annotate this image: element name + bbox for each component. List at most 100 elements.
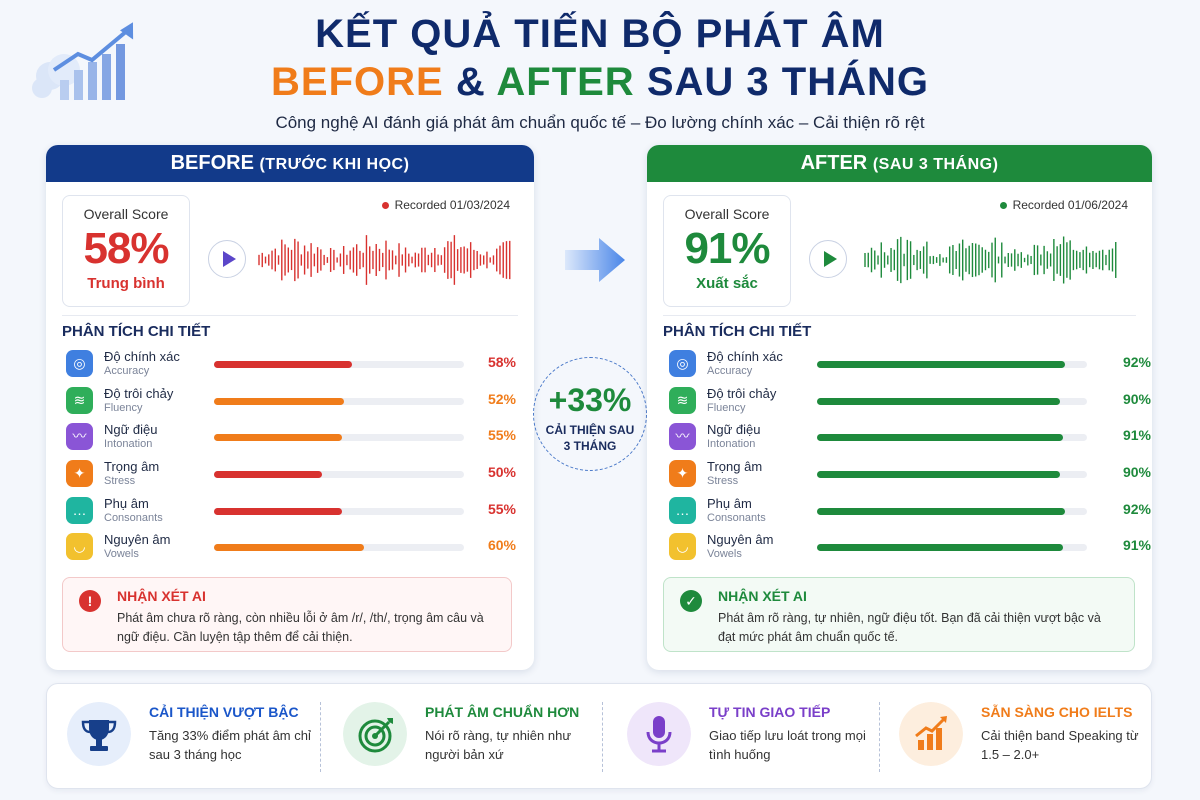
metric-name-en: Stress (104, 475, 136, 488)
metric-value: 50% (487, 464, 516, 481)
metric-progress-track (214, 361, 464, 368)
comment-text: Phát âm chưa rõ ràng, còn nhiều lỗi ở âm… (117, 611, 484, 644)
metric-name: Độ chính xác (707, 349, 783, 364)
metrics-list: ◎ Độ chính xác Accuracy 92% ≋ Độ trôi chảy Flu… (669, 348, 1151, 568)
improvement-label: CẢI THIỆN SAU 3 THÁNG (545, 423, 635, 453)
score-label: Overall Score (684, 206, 770, 222)
improvement-value: +33% (548, 382, 632, 418)
warning-icon: ! (79, 590, 101, 612)
before-header-main: BEFORE (170, 152, 254, 174)
before-panel-header: BEFORE (TRƯỚC KHI HỌC) (46, 145, 534, 182)
benefit-text: Cải thiện band Speaking từ 1.5 – 2.0+ (981, 728, 1139, 762)
metric-row: ◎ Độ chính xác Accuracy 92% (669, 348, 1151, 385)
ai-comment: ! NHẬN XÉT AI Phát âm chưa rõ ràng, còn … (62, 577, 512, 652)
divider (663, 315, 1136, 316)
after-panel-header: AFTER (SAU 3 THÁNG) (647, 145, 1152, 182)
metric-name: Phụ âm (707, 495, 752, 511)
metric-progress-fill (817, 361, 1066, 368)
metric-progress-fill (817, 471, 1060, 479)
metric-progress-track (817, 361, 1087, 368)
target-icon: ◎ (66, 350, 93, 377)
score-value: 58% (83, 224, 169, 273)
metric-name: Độ trôi chảy (104, 385, 174, 401)
growth-chart-decoration (32, 22, 134, 100)
before-panel: BEFORE (TRƯỚC KHI HỌC) Overall Score 58%… (46, 145, 534, 670)
target-icon (343, 702, 407, 766)
metric-value: 91% (1122, 537, 1151, 554)
metric-progress-fill (214, 397, 344, 405)
metric-name-en: Vowels (707, 548, 742, 561)
before-score-card: Overall Score 58% Trung bình (62, 195, 190, 307)
metric-name-en: Accuracy (707, 365, 753, 377)
analysis-title: PHÂN TÍCH CHI TIẾT (62, 323, 211, 340)
metric-progress-track (817, 507, 1087, 515)
recorded-date: Recorded 01/03/2024 (381, 198, 510, 212)
metric-value: 90% (1122, 464, 1151, 481)
metric-name-en: Stress (707, 475, 739, 488)
metric-name: Nguyên âm (707, 532, 774, 548)
metric-progress-track (214, 434, 464, 442)
arrow-right-icon (565, 238, 625, 282)
mouth-icon: ◡ (669, 533, 696, 561)
metric-progress-track (817, 544, 1087, 552)
metric-progress-track (817, 397, 1087, 405)
metric-name-en: Intonation (707, 438, 756, 451)
audio-waveform[interactable] (857, 230, 1127, 290)
metric-row: ◡ Nguyên âm Vowels 60% (66, 531, 516, 568)
benefit-item: TỰ TIN GIAO TIẾP Giao tiếp lưu loát tron… (613, 684, 883, 790)
stress-icon: ✦ (669, 460, 696, 488)
benefit-title: PHÁT ÂM CHUẨN HƠN (425, 704, 580, 720)
metric-value: 60% (487, 537, 516, 554)
benefit-item: PHÁT ÂM CHUẨN HƠN Nói rõ ràng, tự nhiên … (329, 684, 599, 790)
metric-row: 〰 Ngữ điệu Intonation 91% (669, 421, 1151, 458)
metric-progress-track (214, 471, 464, 479)
metric-progress-fill (214, 544, 364, 552)
metric-name-en: Accuracy (104, 365, 150, 377)
comment-title: NHẬN XÉT AI (117, 588, 206, 604)
metric-progress-track (214, 544, 464, 552)
metric-name: Phụ âm (104, 495, 149, 511)
chat-icon: … (66, 496, 93, 524)
metric-name: Độ chính xác (104, 349, 180, 364)
title-after: AFTER (496, 60, 635, 104)
play-button[interactable] (809, 240, 847, 278)
metric-name: Trọng âm (104, 459, 160, 475)
play-button[interactable] (208, 240, 246, 278)
metric-row: ≋ Độ trôi chảy Fluency 52% (66, 385, 516, 422)
before-header-sub: (TRƯỚC KHI HỌC) (259, 156, 410, 173)
after-header-sub: (SAU 3 THÁNG) (872, 156, 999, 173)
metric-progress-fill (214, 507, 342, 515)
metric-row: ✦ Trọng âm Stress 50% (66, 458, 516, 495)
metric-name: Nguyên âm (104, 532, 171, 548)
metric-row: ≋ Độ trôi chảy Fluency 90% (669, 385, 1151, 422)
divider (62, 315, 518, 316)
benefit-text: Nói rõ ràng, tự nhiên như người bản xứ (425, 728, 572, 762)
metric-value: 91% (1122, 427, 1151, 444)
separator (879, 702, 880, 772)
metric-name-en: Fluency (707, 401, 746, 414)
metric-progress-fill (817, 397, 1060, 405)
metric-name-en: Vowels (104, 548, 139, 561)
after-panel: AFTER (SAU 3 THÁNG) Overall Score 91% Xu… (647, 145, 1152, 670)
title-before: BEFORE (271, 60, 444, 104)
page-subtitle: Công nghệ AI đánh giá phát âm chuẩn quốc… (275, 113, 925, 132)
metric-name: Ngữ điệu (707, 422, 761, 438)
recorded-date: Recorded 01/06/2024 (999, 198, 1128, 212)
benefit-title: CẢI THIỆN VƯỢT BẬC (149, 704, 299, 720)
metric-value: 92% (1122, 500, 1151, 517)
growth-chart-icon (899, 702, 963, 766)
benefits-bar: CẢI THIỆN VƯỢT BẬC Tăng 33% điểm phát âm… (46, 683, 1152, 789)
analysis-title: PHÂN TÍCH CHI TIẾT (663, 323, 812, 340)
metric-progress-track (817, 471, 1087, 479)
metric-progress-fill (214, 471, 322, 479)
score-grade: Xuất sắc (696, 275, 758, 292)
metric-name-en: Consonants (104, 511, 163, 524)
metric-progress-track (214, 397, 464, 405)
after-score-card: Overall Score 91% Xuất sắc (663, 195, 791, 307)
audio-waveform[interactable] (256, 230, 516, 290)
metric-row: ◡ Nguyên âm Vowels 91% (669, 531, 1151, 568)
metric-row: … Phụ âm Consonants 92% (669, 495, 1151, 532)
comment-title: NHẬN XÉT AI (718, 588, 807, 604)
comment-text: Phát âm rõ ràng, tự nhiên, ngữ điệu tốt.… (718, 611, 1101, 644)
metric-progress-fill (817, 544, 1063, 552)
